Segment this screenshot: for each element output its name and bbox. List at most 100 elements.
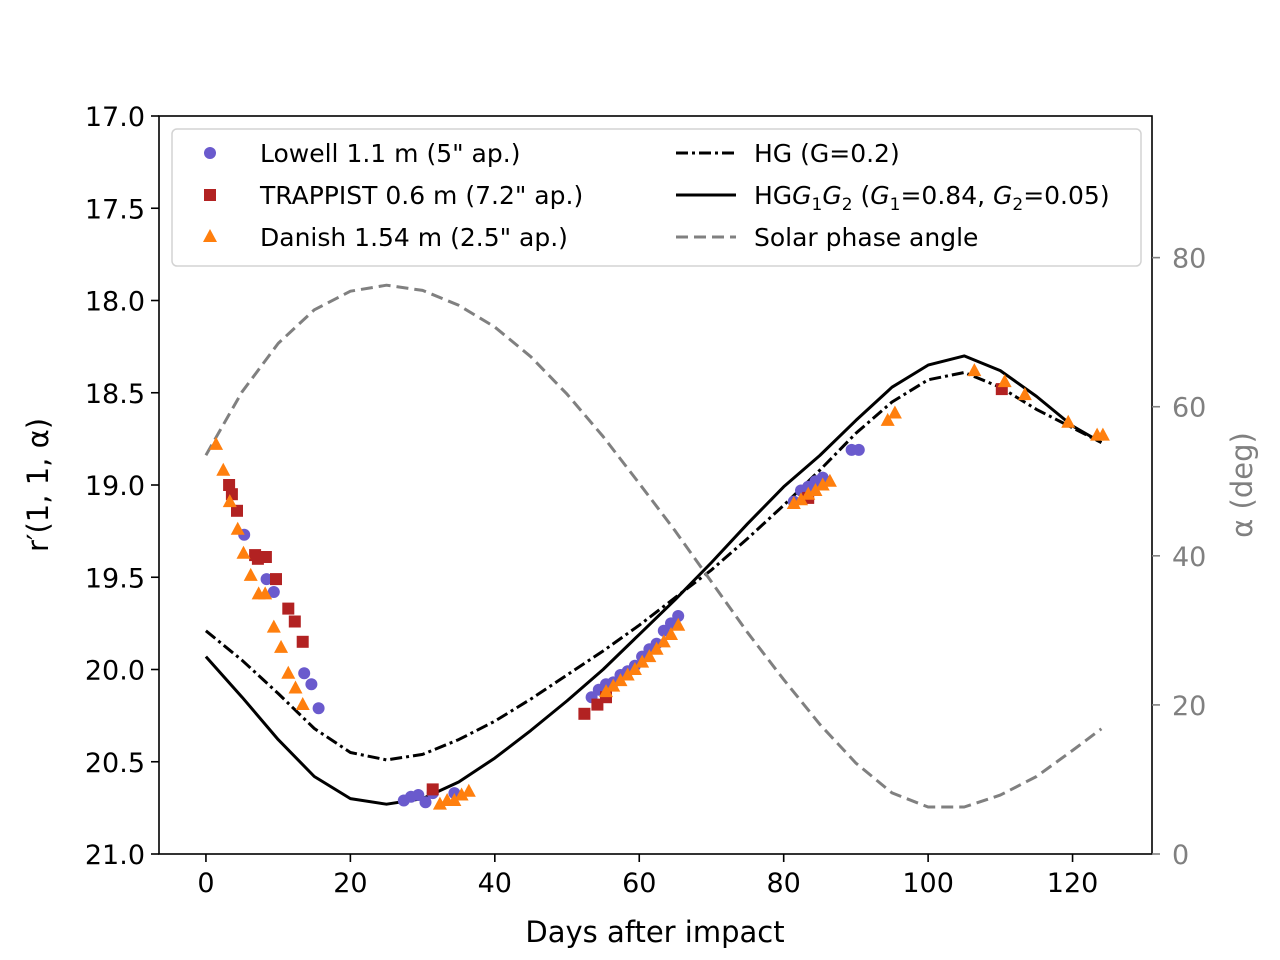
y2-tick-label: 80 <box>1172 244 1206 275</box>
point-danish <box>599 684 614 698</box>
y-tick-label: 19.0 <box>85 471 145 502</box>
y-tick-label: 19.5 <box>85 563 145 594</box>
y-tick-label: 17.0 <box>85 102 145 133</box>
x-tick-label: 40 <box>478 868 512 899</box>
point-danish <box>454 787 469 801</box>
legend-label-phase: Solar phase angle <box>754 223 978 252</box>
point-danish <box>216 462 231 476</box>
y-axis-right: 0 20 40 60 80 <box>1152 244 1206 871</box>
point-danish <box>243 567 258 581</box>
point-danish <box>801 486 816 500</box>
point-danish <box>447 792 462 806</box>
point-danish <box>461 783 476 797</box>
point-lowell <box>260 573 273 586</box>
point-lowell <box>412 789 425 801</box>
curve-hg1g2 <box>204 354 1103 806</box>
point-danish <box>815 477 830 491</box>
point-danish <box>786 495 801 509</box>
y2-axis-label: α (deg) <box>1225 432 1259 538</box>
legend-box <box>171 128 1142 267</box>
y-tick-label: 17.5 <box>85 194 145 225</box>
x-tick-label: 60 <box>622 868 656 899</box>
point-lowell <box>305 678 318 691</box>
y2-tick-label: 20 <box>1172 691 1206 722</box>
point-danish <box>606 678 621 692</box>
point-trappist <box>426 783 439 796</box>
x-axis-label: Days after impact <box>525 915 784 949</box>
legend-label-hg1g2: HGG1G2 (G1=0.84, G2=0.05) <box>754 181 1110 215</box>
point-danish <box>281 665 296 679</box>
model-curves <box>204 283 1103 809</box>
y-axis-label: r′(1, 1, α) <box>21 418 55 552</box>
y2-tick-label: 0 <box>1172 840 1189 871</box>
legend-label-trappist: TRAPPIST 0.6 m (7.2" ap.) <box>259 181 583 210</box>
y-tick-label: 20.5 <box>85 748 145 779</box>
x-axis: 0 20 40 60 80 100 120 <box>197 854 1098 899</box>
curve-hg <box>204 371 1103 762</box>
point-danish <box>295 697 310 711</box>
point-danish <box>209 436 224 450</box>
x-tick-label: 120 <box>1047 868 1099 899</box>
point-danish <box>656 634 671 648</box>
point-trappist <box>288 615 301 628</box>
point-danish <box>1017 387 1032 401</box>
point-danish <box>794 492 809 506</box>
x-tick-label: 0 <box>197 868 214 899</box>
point-trappist <box>231 504 243 517</box>
legend: Lowell 1.1 m (5" ap.) TRAPPIST 0.6 m (7.… <box>171 128 1142 267</box>
point-danish <box>258 586 273 600</box>
point-danish <box>236 545 251 559</box>
legend-label-hg: HG (G=0.2) <box>754 139 900 168</box>
point-danish <box>266 619 281 633</box>
point-trappist <box>578 707 591 720</box>
point-trappist <box>259 551 272 563</box>
point-danish <box>613 673 628 687</box>
point-danish <box>230 521 245 535</box>
point-danish <box>967 363 982 377</box>
point-danish <box>664 626 679 640</box>
legend-marker-trappist <box>204 189 216 201</box>
y-tick-label: 20.0 <box>85 656 145 687</box>
point-danish <box>642 649 657 663</box>
y-axis-left: 17.0 17.5 18.0 18.5 19.0 19.5 20.0 20.5 21.0 <box>85 102 159 871</box>
point-danish <box>887 405 902 419</box>
point-danish <box>649 641 664 655</box>
x-tick-label: 20 <box>333 868 367 899</box>
point-lowell <box>267 586 280 598</box>
point-lowell <box>657 624 670 637</box>
point-danish <box>222 494 237 508</box>
point-trappist <box>270 573 282 586</box>
data-points <box>209 363 1110 810</box>
point-danish <box>997 374 1012 388</box>
point-danish <box>288 680 303 694</box>
y-tick-label: 18.0 <box>85 287 145 318</box>
point-trappist <box>296 635 309 648</box>
point-lowell <box>419 796 432 809</box>
point-danish <box>627 662 642 675</box>
x-tick-label: 100 <box>902 868 954 899</box>
point-lowell <box>298 667 311 680</box>
legend-label-lowell: Lowell 1.1 m (5" ap.) <box>260 139 520 168</box>
point-lowell <box>672 610 685 622</box>
legend-marker-lowell <box>204 147 216 159</box>
point-danish <box>274 639 289 653</box>
y-tick-label: 21.0 <box>85 840 145 871</box>
y-tick-label: 18.5 <box>85 379 145 410</box>
point-danish <box>1061 414 1076 428</box>
point-trappist <box>223 479 236 491</box>
point-danish <box>1095 427 1110 441</box>
point-danish <box>432 796 447 810</box>
y2-tick-label: 40 <box>1172 542 1206 573</box>
legend-marker-danish <box>203 229 217 242</box>
point-lowell <box>312 702 325 715</box>
x-tick-label: 80 <box>767 868 801 899</box>
y2-tick-label: 60 <box>1172 393 1206 424</box>
point-trappist <box>282 602 295 615</box>
curve-solar-phase-angle <box>204 283 1103 809</box>
point-danish <box>808 483 823 497</box>
legend-label-danish: Danish 1.54 m (2.5" ap.) <box>260 223 568 252</box>
point-danish <box>635 654 650 668</box>
point-danish <box>671 617 686 631</box>
point-danish <box>880 412 895 426</box>
